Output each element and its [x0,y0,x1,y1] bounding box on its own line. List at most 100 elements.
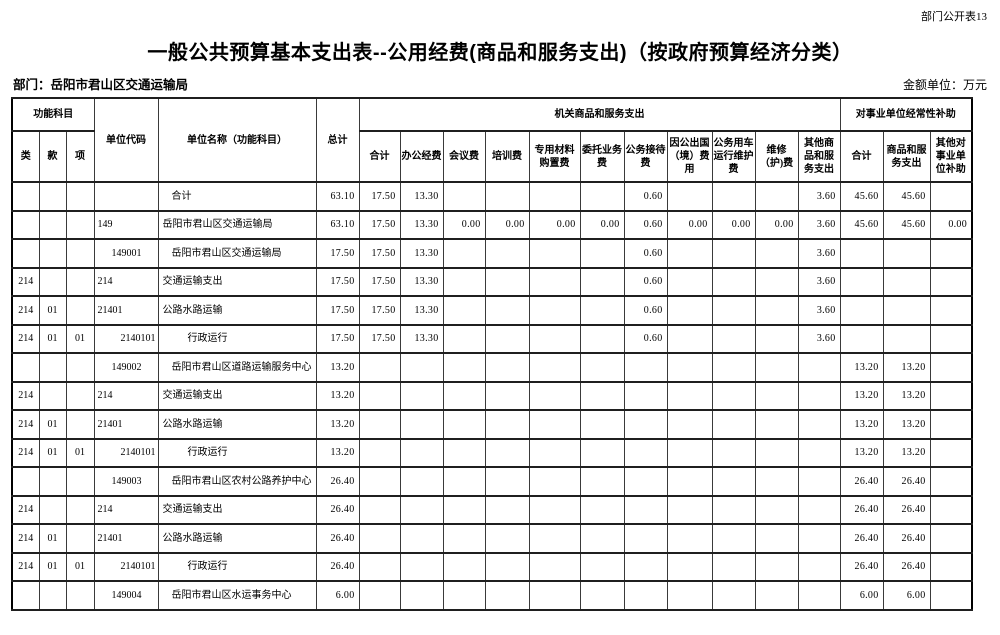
col-subsidy-subtotal: 合计 [839,130,884,183]
cell-category: 214 [11,551,40,582]
cell-meeting-fee [442,238,486,269]
cell-subsidy-other: 0.00 [929,209,973,240]
cell-other-goods-services [797,494,841,525]
cell-maintenance-fee [754,181,799,212]
cell-meeting-fee [442,323,486,354]
cell-subsidy-subtotal [839,323,884,354]
cell-commissioned-business-fee: 0.00 [579,209,625,240]
cell-agency-subtotal [358,466,401,497]
cell-special-materials-fee [528,580,581,611]
cell-subsidy-subtotal [839,295,884,326]
cell-official-vehicle-fee: 0.00 [711,209,756,240]
cell-subsidy-subtotal [839,238,884,269]
cell-section: 01 [38,523,67,554]
cell-special-materials-fee [528,494,581,525]
cell-unit-name: 交通运输支出 [157,494,317,525]
cell-subsidy-other [929,352,973,383]
cell-unit-code: 21401 [93,295,159,326]
col-group-function: 功能科目 [11,97,95,132]
table-row: 149001 岳阳市君山区交通运输局 17.50 17.50 13.30 0.60 3.60 [11,238,973,269]
cell-other-goods-services: 3.60 [797,323,841,354]
cell-office-expense [399,409,444,440]
cell-other-goods-services [797,409,841,440]
cell-meeting-fee [442,266,486,297]
cell-official-vehicle-fee [711,266,756,297]
cell-commissioned-business-fee [579,466,625,497]
cell-official-vehicle-fee [711,466,756,497]
cell-overseas-trip-fee [666,494,713,525]
cell-special-materials-fee [528,409,581,440]
cell-section [38,209,67,240]
cell-category [11,352,40,383]
cell-office-expense [399,437,444,468]
department-label: 部门：岳阳市君山区交通运输局 [13,78,189,92]
group-header-row: 功能科目 单位代码 单位名称（功能科目） 总计 机关商品和服务支出 对事业单位经… [11,97,973,183]
cell-unit-name: 公路水路运输 [157,295,317,326]
cell-maintenance-fee [754,551,799,582]
cell-item [65,580,95,611]
cell-total: 26.40 [315,494,360,525]
cell-total: 26.40 [315,551,360,582]
cell-commissioned-business-fee [579,380,625,411]
table-row: 214 214 交通运输支出 26.40 26.40 26.40 [11,494,973,525]
cell-category: 214 [11,295,40,326]
cell-unit-code: 21401 [93,409,159,440]
cell-commissioned-business-fee [579,523,625,554]
cell-official-reception-fee: 0.60 [623,238,668,269]
cell-item [65,380,95,411]
cell-item: 01 [65,551,95,582]
cell-category: 214 [11,323,40,354]
col-item: 项 [65,130,95,183]
cell-special-materials-fee [528,323,581,354]
cell-subsidy-subtotal: 26.40 [839,523,884,554]
table-row: 214 01 21401 公路水路运输 17.50 17.50 13.30 0.60 3.60 [11,295,973,326]
cell-total: 63.10 [315,181,360,212]
cell-subsidy-other [929,437,973,468]
col-training-fee: 培训费 [484,130,530,183]
cell-office-expense [399,494,444,525]
cell-commissioned-business-fee [579,580,625,611]
cell-section [38,580,67,611]
table-body: 合计 63.10 17.50 13.30 0.60 3.60 45.60 45.60 149 岳阳… [11,181,973,611]
cell-category: 214 [11,409,40,440]
cell-special-materials-fee [528,523,581,554]
cell-special-materials-fee [528,352,581,383]
cell-unit-code: 149004 [93,580,159,611]
cell-training-fee: 0.00 [484,209,530,240]
cell-section: 01 [38,437,67,468]
cell-meeting-fee [442,551,486,582]
cell-subsidy-other [929,323,973,354]
meta-row: 部门：岳阳市君山区交通运输局 金额单位：万元 [13,74,987,93]
cell-category: 214 [11,266,40,297]
cell-subsidy-other [929,523,973,554]
cell-subsidy-goods-services [882,238,931,269]
cell-unit-name: 合计 [157,181,317,212]
cell-office-expense: 13.30 [399,295,444,326]
cell-overseas-trip-fee [666,266,713,297]
cell-agency-subtotal [358,437,401,468]
table-row: 合计 63.10 17.50 13.30 0.60 3.60 45.60 45.60 [11,181,973,212]
cell-total: 17.50 [315,266,360,297]
cell-official-reception-fee: 0.60 [623,295,668,326]
cell-official-reception-fee [623,551,668,582]
col-official-reception-fee: 公务接待费 [623,130,668,183]
cell-commissioned-business-fee [579,494,625,525]
cell-total: 13.20 [315,409,360,440]
page-title: 一般公共预算基本支出表--公用经费(商品和服务支出)（按政府预算经济分类） [147,42,853,64]
cell-subsidy-other [929,580,973,611]
cell-official-vehicle-fee [711,580,756,611]
col-unit-code: 单位代码 [93,97,159,183]
cell-unit-code: 21401 [93,523,159,554]
cell-meeting-fee [442,523,486,554]
col-unit-name: 单位名称（功能科目） [157,97,317,183]
cell-category: 214 [11,380,40,411]
cell-overseas-trip-fee: 0.00 [666,209,713,240]
cell-special-materials-fee [528,437,581,468]
cell-training-fee [484,494,530,525]
cell-training-fee [484,238,530,269]
cell-training-fee [484,580,530,611]
cell-item [65,181,95,212]
cell-subsidy-goods-services [882,266,931,297]
cell-office-expense [399,466,444,497]
